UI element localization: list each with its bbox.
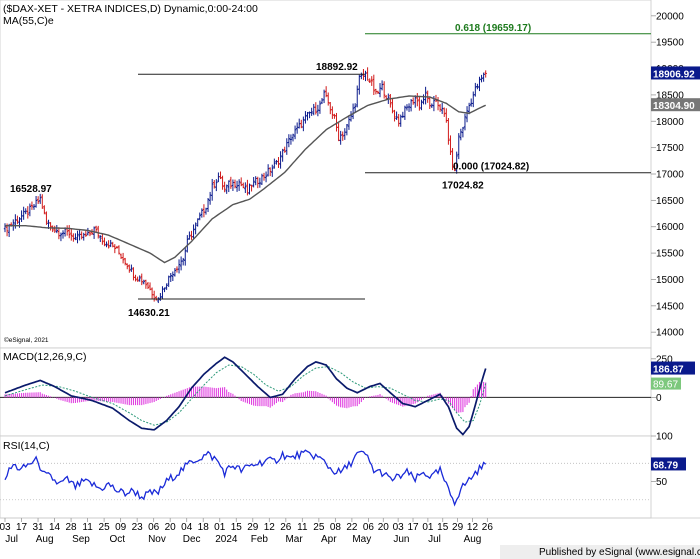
macd-layer: 250 0 186.87 89.67 xyxy=(0,354,695,436)
price-overlays: 0.618 (19659.17) 0.000 (17024.82) 16528.97… xyxy=(5,23,700,319)
price-panel xyxy=(0,0,652,349)
x-month-label: Oct xyxy=(110,534,126,545)
x-tick-label: 28 xyxy=(66,522,78,533)
ma-value-tag xyxy=(651,98,700,112)
price-tick-label: 19500 xyxy=(656,38,684,49)
x-tick-label: 15 xyxy=(231,522,243,533)
x-month-label: 2024 xyxy=(215,534,238,545)
price-tick-label: 17500 xyxy=(656,143,684,154)
x-month-label: Jul xyxy=(428,534,441,545)
macd-signal-line xyxy=(4,364,487,426)
x-tick-label: 17 xyxy=(407,522,419,533)
macd-value: 186.87 xyxy=(653,365,684,376)
annotation-16528: 16528.97 xyxy=(10,184,52,195)
x-month-label: Dec xyxy=(183,534,201,545)
x-month-label: Feb xyxy=(251,534,269,545)
fib-618-label: 0.618 (19659.17) xyxy=(455,23,531,34)
x-tick-label: 25 xyxy=(313,522,325,533)
x-tick-label: 03 xyxy=(0,522,11,533)
price-tick-label: 15500 xyxy=(656,249,684,260)
price-tick-label: 16500 xyxy=(656,196,684,207)
x-month-label: Sep xyxy=(72,534,90,545)
x-month-label: Aug xyxy=(464,534,482,545)
rsi-tick-label: 50 xyxy=(656,477,668,488)
price-tick-label: 18500 xyxy=(656,90,684,101)
x-tick-label: 01 xyxy=(214,522,226,533)
ma-indicator-label: MA(55,C)e xyxy=(3,15,54,27)
x-tick-label: 12 xyxy=(264,522,276,533)
x-tick-label: 20 xyxy=(378,522,390,533)
footer-published: Published by eSignal (www.esignal.com) xyxy=(539,547,700,558)
x-tick-label: 08 xyxy=(330,522,342,533)
price-tick-label: 17000 xyxy=(656,170,684,181)
x-month-label: Aug xyxy=(36,534,54,545)
x-tick-label: 18 xyxy=(198,522,210,533)
x-tick-label: 31 xyxy=(32,522,44,533)
x-tick-label: 29 xyxy=(247,522,259,533)
rsi-value: 68.79 xyxy=(653,460,678,471)
price-tick-label: 15000 xyxy=(656,275,684,286)
x-tick-label: 04 xyxy=(181,522,193,533)
x-tick-label: 20 xyxy=(165,522,177,533)
price-tick-label: 18000 xyxy=(656,117,684,128)
annotation-17024: 17024.82 xyxy=(442,181,484,192)
ma-value: 18304.90 xyxy=(653,101,695,112)
x-tick-label: 15 xyxy=(437,522,449,533)
signal-value-tag xyxy=(651,377,681,390)
x-month-label: Nov xyxy=(148,534,166,545)
price-axis: 14000 14500 15000 15500 16000 16500 17000 17500… xyxy=(651,11,684,339)
annotation-14630: 14630.21 xyxy=(128,308,170,319)
price-tick-label: 14500 xyxy=(656,301,684,312)
rsi-layer: 100 50 68.79 xyxy=(0,432,686,507)
x-axis: 03 17 31 14 28 11 25 09 23 06 20 04 18 01 15 29 12 26 11 25… xyxy=(0,518,493,545)
macd-panel xyxy=(0,347,652,437)
x-tick-label: 17 xyxy=(16,522,28,533)
x-tick-label: 22 xyxy=(346,522,358,533)
rsi-value-tag xyxy=(651,457,686,471)
macd-line xyxy=(4,356,487,436)
x-tick-label: 11 xyxy=(297,522,308,533)
x-tick-label: 09 xyxy=(115,522,127,533)
rsi-tick-label: 100 xyxy=(656,432,673,443)
x-tick-label: 26 xyxy=(280,522,292,533)
x-tick-label: 12 xyxy=(467,522,479,533)
x-month-label: Jul xyxy=(5,534,18,545)
x-tick-label: 29 xyxy=(452,522,464,533)
price-tick-label: 16000 xyxy=(656,222,684,233)
macd-value-tag xyxy=(651,361,695,375)
fib-zero-label: 0.000 (17024.82) xyxy=(453,162,529,173)
macd-tick-label: 250 xyxy=(656,354,673,365)
last-price-value: 18906.92 xyxy=(653,69,695,80)
x-tick-label: 01 xyxy=(422,522,434,533)
rsi-panel xyxy=(0,435,652,519)
last-price-tag xyxy=(651,66,700,80)
price-tick-label: 14000 xyxy=(656,328,684,339)
footer-bar xyxy=(500,545,700,559)
x-tick-label: 06 xyxy=(148,522,160,533)
macd-tick-label: 0 xyxy=(656,393,662,404)
annotation-18892: 18892.92 xyxy=(316,62,358,73)
rsi-title: RSI(14,C) xyxy=(3,440,50,452)
x-tick-label: 25 xyxy=(99,522,111,533)
x-month-label: Jun xyxy=(393,534,409,545)
signal-value: 89.67 xyxy=(653,380,678,391)
x-tick-label: 03 xyxy=(393,522,405,533)
rsi-line xyxy=(4,449,487,507)
price-tick-label: 20000 xyxy=(656,11,684,22)
price-chart-title: ($DAX-XET - XETRA INDICES,D) Dynamic,0:0… xyxy=(3,3,258,15)
x-tick-label: 06 xyxy=(363,522,375,533)
x-month-label: Apr xyxy=(321,534,337,545)
x-tick-label: 23 xyxy=(132,522,144,533)
moving-average-line xyxy=(5,95,487,264)
macd-title: MACD(12,26,9,C) xyxy=(3,351,86,363)
x-tick-label: 14 xyxy=(49,522,61,533)
x-month-label: May xyxy=(352,534,371,545)
x-tick-label: 26 xyxy=(482,522,494,533)
x-month-label: Mar xyxy=(285,534,303,545)
watermark: ©eSignal, 2021 xyxy=(4,336,49,344)
x-tick-label: 11 xyxy=(82,522,93,533)
